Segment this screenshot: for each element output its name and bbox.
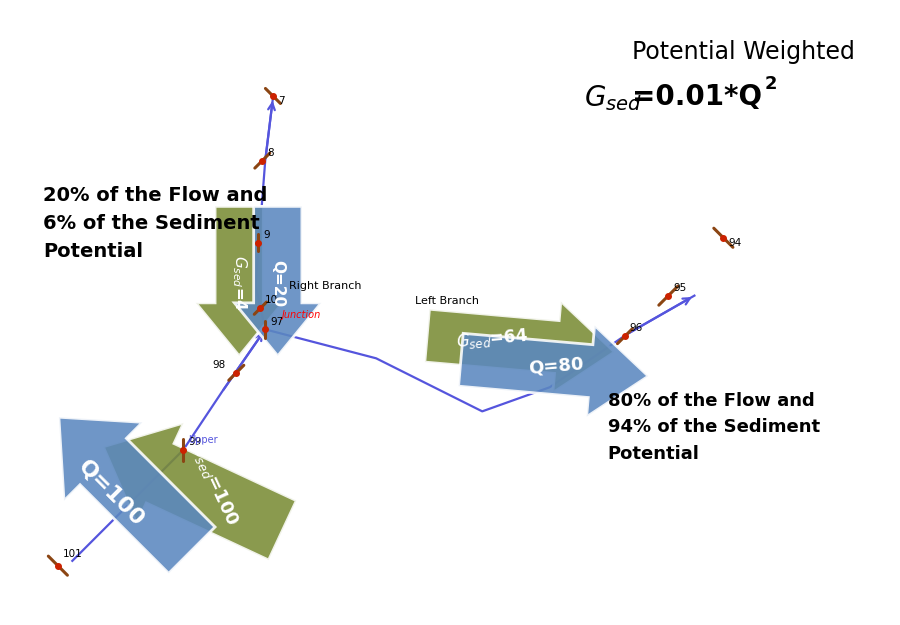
- Text: $G_{sed}$=64: $G_{sed}$=64: [455, 326, 529, 352]
- Text: 98: 98: [212, 360, 225, 370]
- Polygon shape: [196, 206, 283, 356]
- Text: Q=100: Q=100: [74, 456, 148, 530]
- Text: 7: 7: [278, 96, 284, 106]
- Text: 97: 97: [270, 317, 284, 327]
- Text: Q=80: Q=80: [528, 354, 585, 377]
- Text: 101: 101: [63, 549, 83, 559]
- Text: Left Branch: Left Branch: [415, 296, 479, 306]
- Text: Right Branch: Right Branch: [289, 281, 362, 291]
- Text: Junction: Junction: [282, 310, 321, 320]
- Polygon shape: [459, 326, 648, 417]
- Polygon shape: [104, 423, 296, 560]
- Text: 96: 96: [630, 323, 644, 333]
- Text: 95: 95: [673, 283, 687, 293]
- Text: 80% of the Flow and
94% of the Sediment
Potential: 80% of the Flow and 94% of the Sediment …: [608, 392, 820, 463]
- Text: Upper: Upper: [188, 435, 218, 445]
- Text: $G_{sed}$=100: $G_{sed}$=100: [186, 439, 242, 529]
- Text: 94: 94: [728, 238, 742, 248]
- Text: $G_{sed}$: $G_{sed}$: [583, 84, 642, 113]
- Text: Potential Weighted: Potential Weighted: [632, 40, 855, 64]
- Text: Q=20: Q=20: [270, 259, 285, 307]
- Text: =0.01*Q: =0.01*Q: [632, 84, 761, 111]
- Polygon shape: [425, 301, 615, 392]
- Text: 2: 2: [765, 75, 778, 92]
- Text: $G_{sed}$=4: $G_{sed}$=4: [230, 255, 248, 311]
- Polygon shape: [58, 418, 215, 573]
- Text: 20% of the Flow and
6% of the Sediment
Potential: 20% of the Flow and 6% of the Sediment P…: [43, 186, 268, 261]
- Text: 99: 99: [188, 438, 202, 448]
- Text: 10: 10: [266, 296, 278, 306]
- Text: 9: 9: [264, 230, 270, 240]
- Text: 8: 8: [267, 148, 274, 158]
- Polygon shape: [234, 206, 321, 356]
